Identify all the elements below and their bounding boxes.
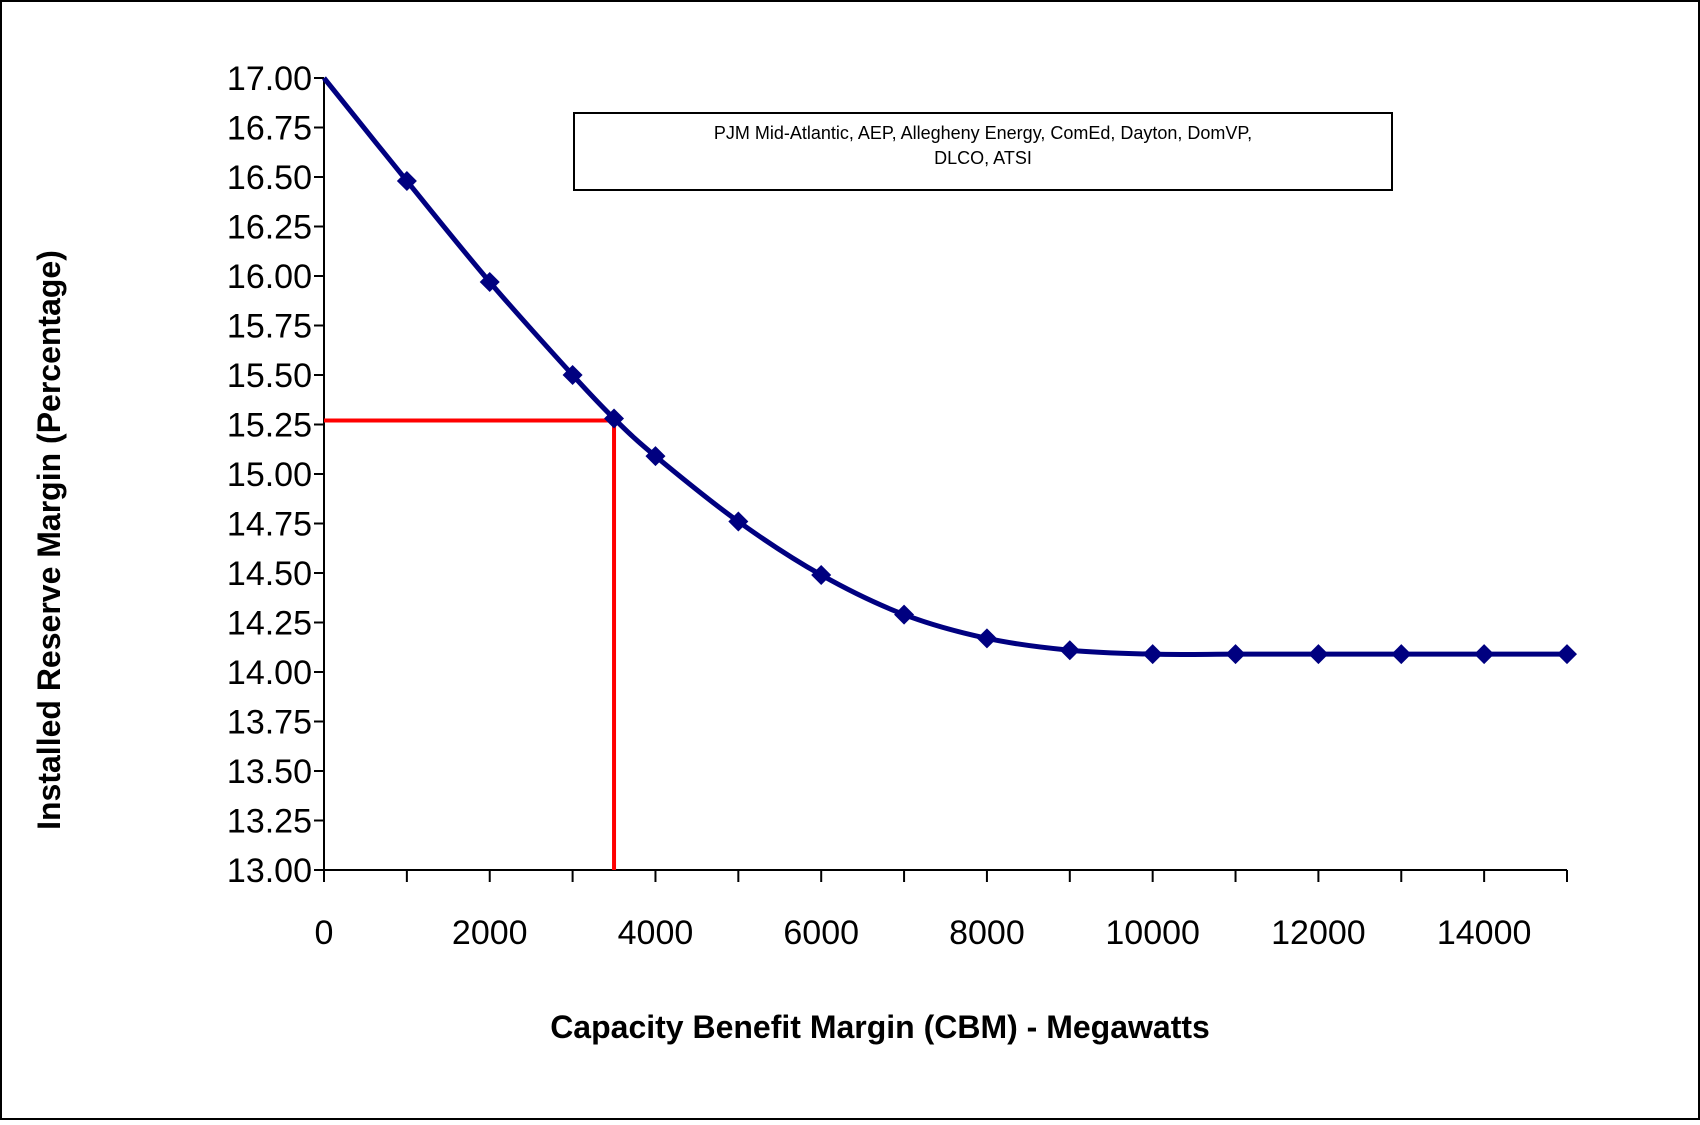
y-axis-label: Installed Reserve Margin (Percentage) bbox=[31, 250, 67, 830]
data-point-marker bbox=[1308, 644, 1329, 665]
x-axis-ticks: 0 2000 4000 6000 8000 10000 12000 14000 bbox=[315, 870, 1568, 952]
y-tick-label: 15.00 bbox=[227, 456, 312, 494]
y-tick-label: 16.25 bbox=[227, 209, 312, 247]
y-tick-label: 17.00 bbox=[227, 60, 312, 98]
x-axis-label: Capacity Benefit Margin (CBM) - Megawatt… bbox=[550, 1009, 1210, 1045]
series-markers bbox=[396, 170, 1577, 665]
data-point-marker bbox=[479, 271, 500, 292]
y-tick-label: 13.25 bbox=[227, 803, 312, 841]
y-axis-ticks: 13.00 13.25 13.50 13.75 14.00 14.25 14.50 14.75… bbox=[227, 60, 324, 890]
x-tick-label: 8000 bbox=[949, 914, 1025, 952]
x-tick-label: 14000 bbox=[1437, 914, 1532, 952]
y-tick-label: 14.25 bbox=[227, 605, 312, 643]
data-point-marker bbox=[562, 365, 583, 385]
annotation-line-1: PJM Mid-Atlantic, AEP, Allegheny Energy,… bbox=[714, 123, 1252, 143]
x-tick-label: 2000 bbox=[452, 914, 528, 952]
y-tick-label: 16.75 bbox=[227, 110, 312, 148]
data-point-marker bbox=[728, 511, 749, 532]
x-tick-label: 0 bbox=[315, 914, 334, 952]
data-point-marker bbox=[976, 628, 997, 649]
y-tick-label: 16.00 bbox=[227, 258, 312, 296]
data-point-marker bbox=[1474, 644, 1495, 665]
y-tick-label: 15.50 bbox=[227, 357, 312, 395]
x-tick-label: 12000 bbox=[1271, 914, 1366, 952]
data-point-marker bbox=[1557, 644, 1577, 665]
data-point-marker bbox=[604, 408, 625, 429]
data-point-marker bbox=[811, 564, 832, 585]
y-tick-label: 15.25 bbox=[227, 407, 312, 445]
x-tick-label: 4000 bbox=[618, 914, 694, 952]
y-tick-label: 13.75 bbox=[227, 704, 312, 742]
axes bbox=[323, 78, 1567, 871]
data-point-marker bbox=[1391, 644, 1412, 665]
data-point-marker bbox=[894, 604, 915, 625]
data-point-marker bbox=[396, 170, 417, 191]
annotation-frame bbox=[573, 112, 1393, 191]
data-point-marker bbox=[1059, 640, 1080, 661]
annotation-line-2: DLCO, ATSI bbox=[934, 148, 1032, 168]
y-tick-label: 13.00 bbox=[227, 852, 312, 890]
data-point-marker bbox=[1142, 644, 1163, 665]
y-tick-label: 14.75 bbox=[227, 506, 312, 544]
x-tick-label: 6000 bbox=[783, 914, 859, 952]
x-tick-label: 10000 bbox=[1105, 914, 1200, 952]
y-tick-label: 14.00 bbox=[227, 654, 312, 692]
y-tick-label: 13.50 bbox=[227, 753, 312, 791]
y-tick-label: 15.75 bbox=[227, 308, 312, 346]
y-tick-label: 16.50 bbox=[227, 159, 312, 197]
data-point-marker bbox=[645, 446, 666, 467]
y-tick-label: 14.50 bbox=[227, 555, 312, 593]
data-point-marker bbox=[1225, 644, 1246, 665]
annotation-box: PJM Mid-Atlantic, AEP, Allegheny Energy,… bbox=[573, 112, 1393, 191]
reference-lines bbox=[324, 418, 617, 870]
